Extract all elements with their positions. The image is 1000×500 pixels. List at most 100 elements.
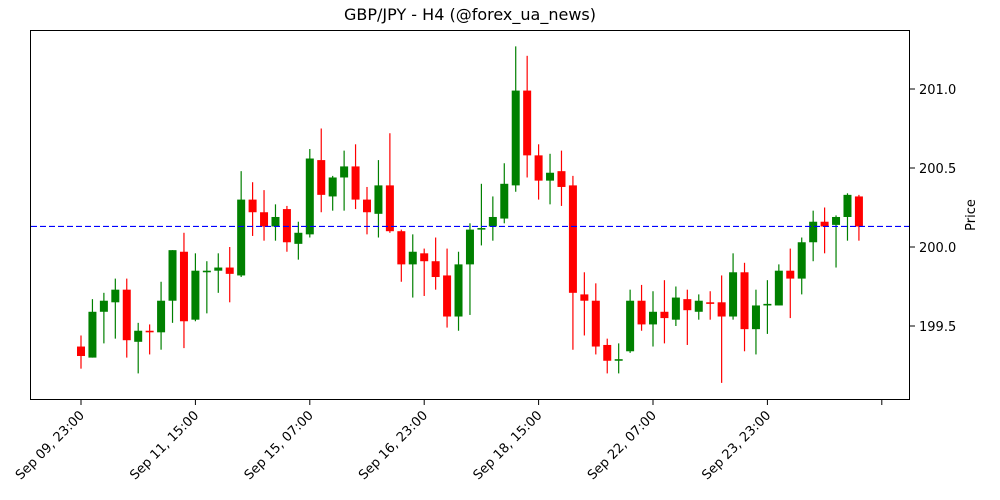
- candle-body: [786, 270, 795, 279]
- candle: [351, 144, 360, 210]
- candle-body: [774, 270, 783, 306]
- candles-layer: [77, 46, 863, 383]
- candle: [260, 190, 269, 241]
- candle: [77, 335, 85, 369]
- candle-body: [260, 212, 269, 227]
- candle: [374, 160, 383, 238]
- x-tick-label: Sep 15, 07:00: [242, 408, 317, 483]
- candle: [248, 182, 257, 236]
- candle: [580, 272, 589, 336]
- candle: [511, 46, 520, 192]
- candle: [854, 194, 863, 241]
- candle-body: [443, 275, 452, 317]
- candle-body: [271, 216, 280, 227]
- x-tick-label: Sep 18, 15:00: [471, 408, 546, 483]
- plot-frame: [30, 30, 910, 400]
- candle: [832, 215, 841, 268]
- candle-body: [729, 272, 738, 317]
- candle-body: [523, 90, 532, 156]
- candle: [671, 286, 680, 326]
- candle-body: [832, 216, 841, 225]
- candle: [294, 221, 303, 260]
- candle-body: [740, 272, 749, 330]
- candle-body: [477, 228, 486, 230]
- candle: [568, 175, 577, 350]
- candle: [523, 55, 532, 178]
- candle: [328, 175, 337, 211]
- candle-body: [546, 172, 555, 181]
- candle-body: [305, 158, 314, 235]
- candle: [420, 248, 429, 296]
- candle: [591, 283, 600, 355]
- y-axis-label: Price: [964, 199, 979, 231]
- candle: [157, 281, 166, 350]
- y-tick-label: 201.0: [919, 83, 956, 98]
- candle: [809, 210, 818, 262]
- candle: [694, 294, 703, 320]
- candle: [145, 324, 154, 355]
- candle: [179, 232, 188, 349]
- candle-body: [649, 311, 657, 325]
- candle-body: [763, 303, 772, 306]
- candle-body: [99, 300, 108, 312]
- candle-body: [557, 171, 566, 187]
- candle-body: [214, 267, 223, 271]
- candle-body: [363, 199, 371, 213]
- candle-body: [580, 294, 589, 301]
- candle-body: [694, 300, 703, 312]
- x-tick-label: Sep 22, 07:00: [585, 408, 660, 483]
- candle: [237, 171, 246, 278]
- candle-body: [568, 185, 577, 293]
- candle: [763, 280, 772, 334]
- candle-body: [591, 300, 600, 347]
- candle-body: [225, 267, 234, 274]
- candle-body: [157, 300, 166, 333]
- candle-body: [294, 232, 303, 244]
- candle-body: [77, 346, 85, 357]
- y-tick-label: 200.0: [919, 241, 956, 256]
- candle: [729, 253, 738, 320]
- candle-body: [809, 221, 818, 243]
- candle-body: [488, 216, 497, 227]
- candle: [477, 183, 486, 246]
- candle: [305, 149, 314, 238]
- candle-body: [534, 155, 543, 181]
- candle: [546, 153, 555, 205]
- candle: [614, 343, 623, 374]
- candle: [408, 234, 417, 298]
- x-tick-label: Sep 16, 23:00: [356, 408, 431, 483]
- candle-body: [820, 221, 829, 227]
- candle: [626, 289, 635, 353]
- candle-body: [179, 251, 188, 322]
- candle-body: [431, 261, 440, 278]
- candle: [500, 163, 509, 224]
- candle: [385, 133, 394, 233]
- candle-body: [420, 253, 429, 262]
- candle-body: [282, 209, 291, 243]
- candle-body: [854, 196, 863, 227]
- candle: [214, 253, 223, 293]
- candle: [557, 150, 566, 206]
- candle: [820, 207, 829, 254]
- candle: [649, 291, 657, 347]
- candle: [706, 291, 715, 320]
- candle: [740, 262, 749, 352]
- candle-body: [454, 264, 463, 317]
- candle: [465, 223, 474, 315]
- y-tick-label: 199.5: [919, 320, 956, 335]
- candle-body: [408, 251, 417, 265]
- candle-body: [351, 166, 360, 200]
- candle: [317, 128, 326, 213]
- candle-body: [500, 183, 509, 219]
- candle-body: [202, 270, 211, 273]
- candle: [843, 193, 852, 241]
- candle-body: [145, 330, 154, 333]
- candle-body: [637, 300, 646, 325]
- candle-body: [191, 270, 200, 320]
- candle: [282, 205, 291, 252]
- candle-body: [465, 229, 474, 265]
- y-axis: 199.5 200.0 200.5 201.0: [910, 83, 956, 335]
- candle: [88, 299, 97, 358]
- candle-body: [340, 166, 349, 178]
- candle-body: [603, 344, 612, 361]
